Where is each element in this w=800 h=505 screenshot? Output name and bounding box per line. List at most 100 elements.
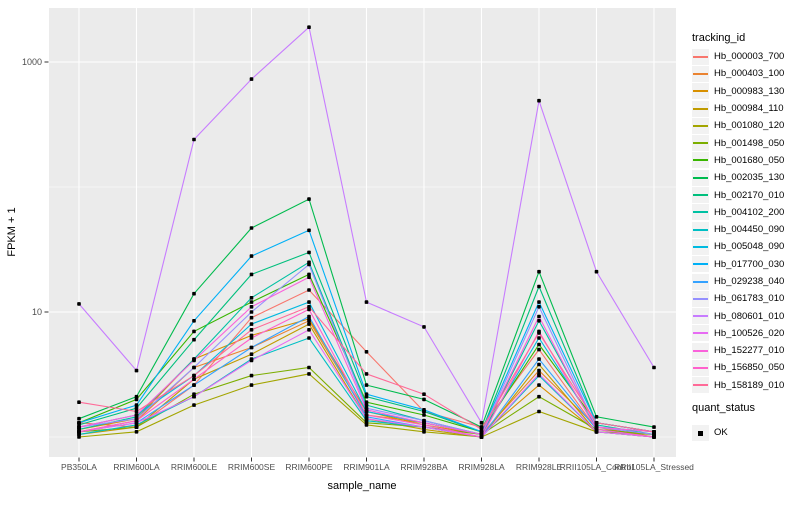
x-tick-labels: PB350LA RRIM600LA RRIM600LE RRIM600SE RRIM60… — [61, 462, 694, 472]
data-point — [249, 296, 254, 300]
data-point — [249, 300, 254, 304]
legend-key-swatch — [692, 308, 709, 325]
legend-key-swatch — [692, 221, 709, 238]
legend-key-line — [693, 142, 708, 145]
data-point — [652, 425, 656, 429]
legend-key-line — [693, 349, 708, 352]
legend-key-swatch — [692, 169, 709, 186]
data-point — [249, 305, 254, 309]
y-axis-title: FPKM + 1 — [6, 207, 18, 256]
legend-title-quant-status: quant_status — [692, 402, 755, 414]
data-point — [307, 288, 311, 292]
data-point — [364, 413, 369, 417]
legend-title-tracking-id: tracking_id — [692, 32, 746, 44]
legend-key-line — [693, 384, 708, 387]
data-point — [249, 272, 254, 277]
data-point — [307, 300, 311, 304]
data-point — [77, 421, 81, 425]
data-point — [364, 416, 369, 421]
legend-key-line — [693, 72, 708, 75]
data-point — [537, 342, 541, 347]
legend-key-swatch — [692, 135, 709, 152]
legend-item-label: Hb_002035_130 — [714, 172, 785, 184]
data-point — [652, 430, 656, 434]
data-point — [307, 365, 311, 370]
legend-key-swatch — [692, 117, 709, 134]
data-point — [77, 302, 81, 306]
data-point — [307, 336, 311, 340]
data-point — [652, 435, 656, 439]
data-points — [77, 25, 656, 439]
data-point — [537, 314, 541, 319]
data-point — [249, 358, 254, 363]
legend-item-Hb_001680_050: Hb_001680_050 — [692, 152, 784, 169]
legend-item-label: Hb_000403_100 — [714, 68, 785, 80]
data-point — [537, 331, 541, 335]
legend-item-label: OK — [714, 427, 728, 439]
legend-key-line — [693, 194, 708, 197]
data-point — [364, 392, 369, 396]
data-point — [134, 403, 139, 407]
data-point — [422, 392, 426, 396]
black-square-point-icon — [698, 430, 703, 436]
data-point — [537, 284, 541, 289]
legend-key-line — [693, 176, 708, 179]
legend-item-Hb_158189_010: Hb_158189_010 — [692, 377, 784, 394]
data-point — [249, 373, 254, 378]
legend-key-line — [693, 124, 708, 127]
legend-item-Hb_156850_050: Hb_156850_050 — [692, 359, 784, 376]
data-point — [479, 421, 484, 425]
data-point — [134, 368, 139, 373]
legend-item-label: Hb_100526_020 — [714, 327, 785, 339]
legend-key-swatch — [692, 359, 709, 376]
x-tick-label: RRII105LA_Stressed — [614, 462, 694, 472]
data-point — [537, 300, 541, 304]
legend-key-swatch — [692, 48, 709, 65]
data-point — [479, 435, 484, 439]
legend-item-Hb_005048_090: Hb_005048_090 — [692, 238, 784, 255]
data-point — [134, 430, 139, 434]
legend-key-line — [693, 280, 708, 283]
legend-item-label: Hb_158189_010 — [714, 379, 785, 391]
data-point — [249, 315, 254, 320]
data-point — [134, 418, 139, 423]
x-tick-label: RRIM600LA — [113, 462, 160, 472]
legend-key-line — [693, 245, 708, 248]
legend-item-label: Hb_152277_010 — [714, 345, 785, 357]
legend-key-swatch — [692, 273, 709, 290]
legend-key-line — [693, 366, 708, 369]
legend-item-Hb_000403_100: Hb_000403_100 — [692, 65, 784, 82]
legend-item-label: Hb_000984_110 — [714, 103, 784, 115]
data-point — [249, 328, 254, 332]
data-point — [249, 226, 254, 230]
data-point — [249, 345, 254, 350]
legend-item-Hb_000984_110: Hb_000984_110 — [692, 100, 784, 117]
data-point — [307, 250, 311, 255]
legend-item-label: Hb_000003_700 — [714, 51, 785, 63]
legend-item-Hb_004450_090: Hb_004450_090 — [692, 221, 784, 238]
data-point — [249, 77, 254, 81]
data-point — [364, 383, 369, 387]
legend-key-line — [693, 107, 708, 110]
legend-key-line — [693, 332, 708, 335]
data-point — [77, 416, 81, 421]
major-gridlines — [49, 8, 676, 457]
legend-key-line — [693, 90, 708, 93]
legend-item-Hb_004102_200: Hb_004102_200 — [692, 204, 784, 221]
data-point — [537, 383, 541, 387]
data-point — [192, 403, 196, 407]
legend-item-Hb_061783_010: Hb_061783_010 — [692, 290, 784, 307]
data-point — [192, 394, 196, 399]
legend-item-label: Hb_001080_120 — [714, 120, 785, 132]
data-point — [77, 430, 81, 434]
data-point — [537, 394, 541, 399]
minor-gridlines — [49, 186, 676, 438]
data-point — [134, 409, 139, 414]
data-point — [192, 291, 196, 296]
data-point — [537, 305, 541, 309]
data-point — [192, 137, 196, 142]
legend-key-swatch — [692, 377, 709, 394]
x-tick-label: RRIM600LE — [171, 462, 218, 472]
legend-key-swatch — [692, 238, 709, 255]
